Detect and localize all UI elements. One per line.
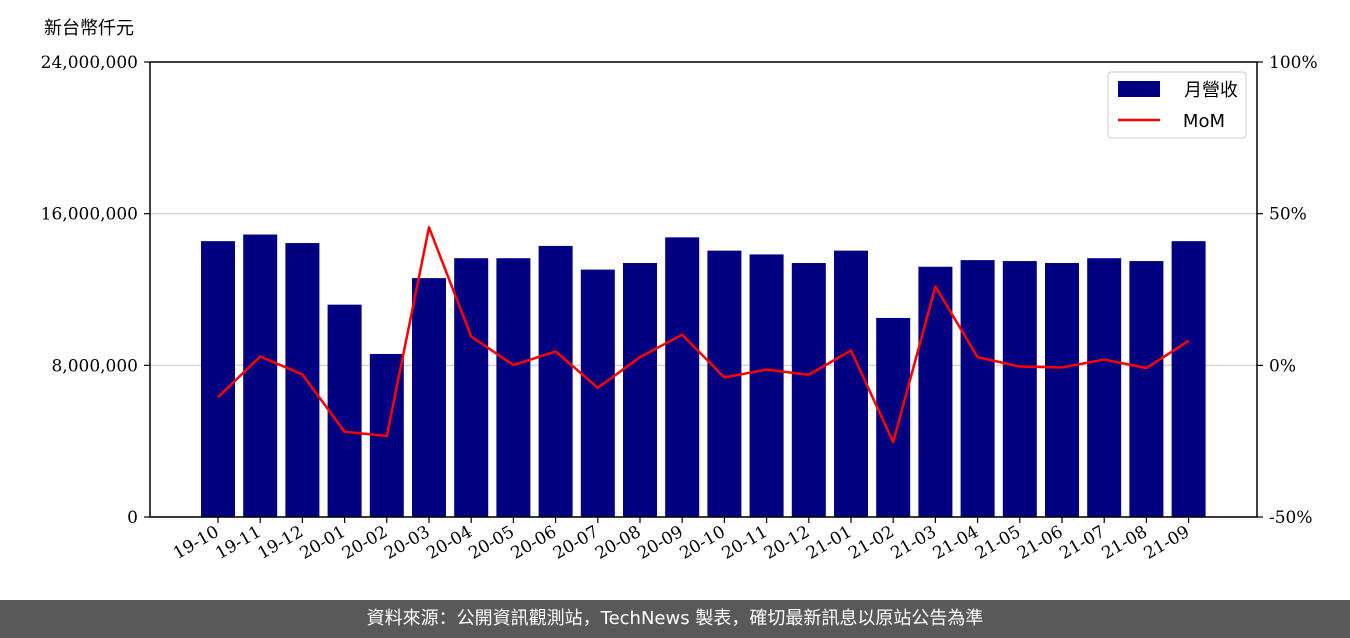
bar-20-08	[623, 262, 657, 517]
legend: 月營收 MoM	[1107, 71, 1247, 139]
x-tick-label: 20-09	[634, 522, 686, 564]
bar-20-04	[454, 258, 489, 517]
x-tick-label: 21-08	[1098, 522, 1150, 564]
bar-20-07	[580, 269, 615, 517]
bar-20-01	[327, 304, 362, 517]
right-tick-label: 100%	[1269, 53, 1318, 73]
x-tick-label: 20-11	[719, 522, 771, 564]
chart-canvas: 0 8,000,000 16,000,000 24,000,000 -50% 0% 50% 1…	[41, 53, 1318, 564]
x-tick-label: 21-06	[1014, 522, 1066, 564]
x-tick-label: 20-07	[550, 522, 602, 564]
x-tick-label: 20-08	[592, 522, 644, 564]
right-tick-label: 0%	[1269, 356, 1296, 376]
bar-20-05	[496, 258, 531, 517]
bar-19-12	[285, 243, 320, 518]
bar-19-11	[243, 234, 278, 518]
bar-20-06	[538, 245, 573, 518]
bar-21-06	[1045, 262, 1079, 517]
x-tick-label: 21-02	[845, 522, 897, 564]
bar-21-07	[1087, 258, 1122, 517]
source-footer: 資料來源：公開資訊觀測站，TechNews 製表，確切最新訊息以原站公告為準	[0, 600, 1350, 638]
x-tick-label: 21-07	[1056, 522, 1108, 564]
right-tick-label: 50%	[1269, 205, 1307, 225]
bar-series	[201, 234, 1206, 518]
x-tick-label: 19-11	[212, 522, 264, 564]
x-tick-label: 20-06	[508, 522, 560, 564]
left-y-axis: 0 8,000,000 16,000,000 24,000,000	[41, 53, 150, 528]
x-tick-label: 21-09	[1141, 522, 1193, 564]
bar-20-12	[791, 262, 826, 517]
x-tick-label: 20-12	[761, 522, 813, 564]
x-tick-label: 21-05	[972, 522, 1024, 564]
bar-20-10	[707, 250, 742, 517]
bar-19-10	[201, 241, 235, 517]
revenue-chart: 新台幣仟元 0 8,000,000 16,000,000 24,000,000 -50%…	[41, 18, 1318, 564]
mom-points	[217, 227, 1189, 443]
x-tick-label: 20-01	[297, 522, 349, 564]
bar-21-05	[1002, 261, 1037, 517]
bar-20-11	[749, 254, 784, 518]
right-y-axis: -50% 0% 50% 100%	[1257, 53, 1318, 528]
plot-frame	[149, 61, 1258, 518]
bar-20-03	[412, 278, 446, 517]
x-tick-label: 19-10	[170, 522, 222, 564]
bar-20-09	[665, 237, 700, 518]
right-tick-label: -50%	[1269, 508, 1313, 528]
bar-21-04	[960, 260, 995, 517]
bar-21-03	[918, 266, 953, 517]
x-tick-label: 20-02	[339, 522, 391, 564]
left-tick-label: 0	[127, 508, 138, 528]
x-tick-label: 21-03	[887, 522, 939, 564]
left-tick-label: 8,000,000	[51, 356, 138, 376]
x-tick-label: 20-05	[465, 522, 517, 564]
legend-swatch-bar	[1118, 81, 1160, 97]
legend-label-revenue: 月營收	[1184, 80, 1238, 101]
x-tick-label: 20-03	[381, 522, 433, 564]
x-tick-label: 19-12	[254, 522, 306, 564]
left-tick-label: 24,000,000	[41, 53, 138, 73]
x-axis: 19-1019-1119-1220-0120-0220-0320-0420-05…	[170, 517, 1193, 564]
legend-label-mom: MoM	[1183, 111, 1225, 132]
bar-21-08	[1129, 261, 1164, 517]
mom-line	[217, 226, 1190, 444]
x-tick-label: 21-04	[930, 522, 982, 564]
bar-21-01	[834, 250, 868, 517]
x-tick-label: 21-01	[803, 522, 855, 564]
left-tick-label: 16,000,000	[41, 205, 138, 225]
y-axis-unit-label: 新台幣仟元	[44, 18, 134, 39]
bar-21-09	[1171, 241, 1206, 517]
x-tick-label: 20-04	[423, 522, 475, 564]
x-tick-label: 20-10	[676, 522, 728, 564]
